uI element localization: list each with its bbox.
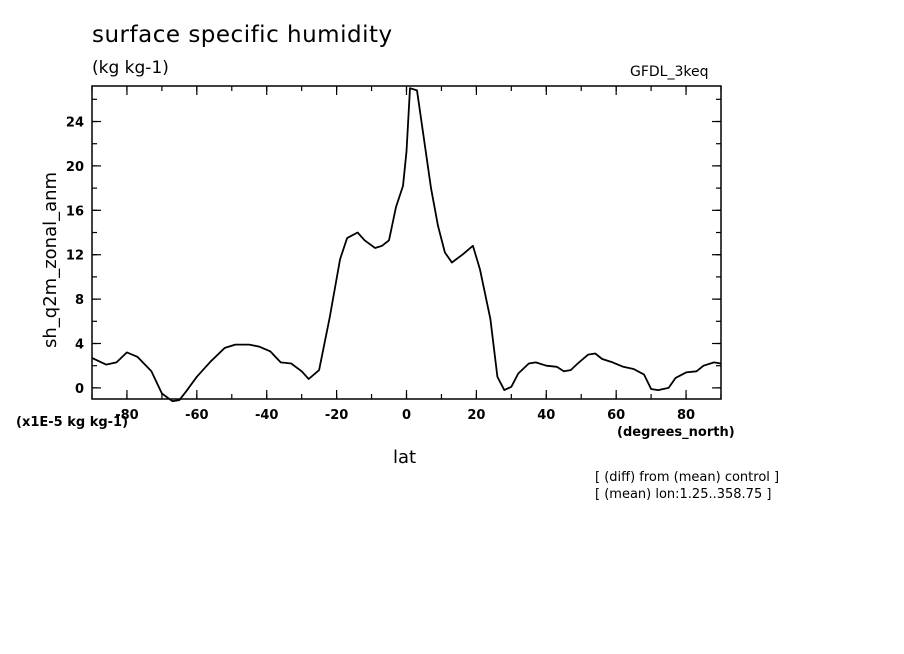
y-tick-label: 4 bbox=[75, 338, 84, 353]
x-axis-units: (degrees_north) bbox=[617, 425, 735, 440]
x-tick-label: -20 bbox=[325, 408, 349, 423]
x-tick-label: 40 bbox=[537, 408, 555, 423]
x-tick-label: 20 bbox=[467, 408, 485, 423]
y-tick-label: 0 bbox=[75, 382, 84, 397]
x-tick-label: 60 bbox=[607, 408, 625, 423]
x-tick-label: -60 bbox=[185, 408, 209, 423]
diff-note: [ (diff) from (mean) control ] bbox=[595, 470, 780, 485]
plot-frame bbox=[91, 85, 722, 400]
chart-units: (kg kg-1) bbox=[92, 58, 169, 78]
y-tick-label: 24 bbox=[66, 116, 84, 131]
y-scale-note: (x1E-5 kg kg-1) bbox=[16, 415, 129, 430]
x-axis-label: lat bbox=[393, 447, 417, 468]
ticks-group bbox=[91, 86, 722, 399]
y-tick-label: 8 bbox=[75, 293, 84, 308]
x-tick-label: -40 bbox=[255, 408, 279, 423]
x-tick-label: 0 bbox=[402, 408, 411, 423]
x-tick-label: -80 bbox=[115, 408, 139, 423]
mean-note: [ (mean) lon:1.25..358.75 ] bbox=[595, 487, 772, 502]
chart-title: surface specific humidity bbox=[92, 22, 393, 48]
y-tick-label: 20 bbox=[66, 160, 84, 175]
y-tick-label: 16 bbox=[66, 204, 84, 219]
x-tick-label: 80 bbox=[677, 408, 695, 423]
tick-labels-group: -80 -60 -40 -20 0 20 40 60 80 0 4 8 12 16 20 24 bbox=[66, 116, 695, 423]
y-tick-label: 12 bbox=[66, 249, 84, 264]
series-line bbox=[91, 87, 722, 403]
model-name: GFDL_3keq bbox=[630, 64, 709, 80]
